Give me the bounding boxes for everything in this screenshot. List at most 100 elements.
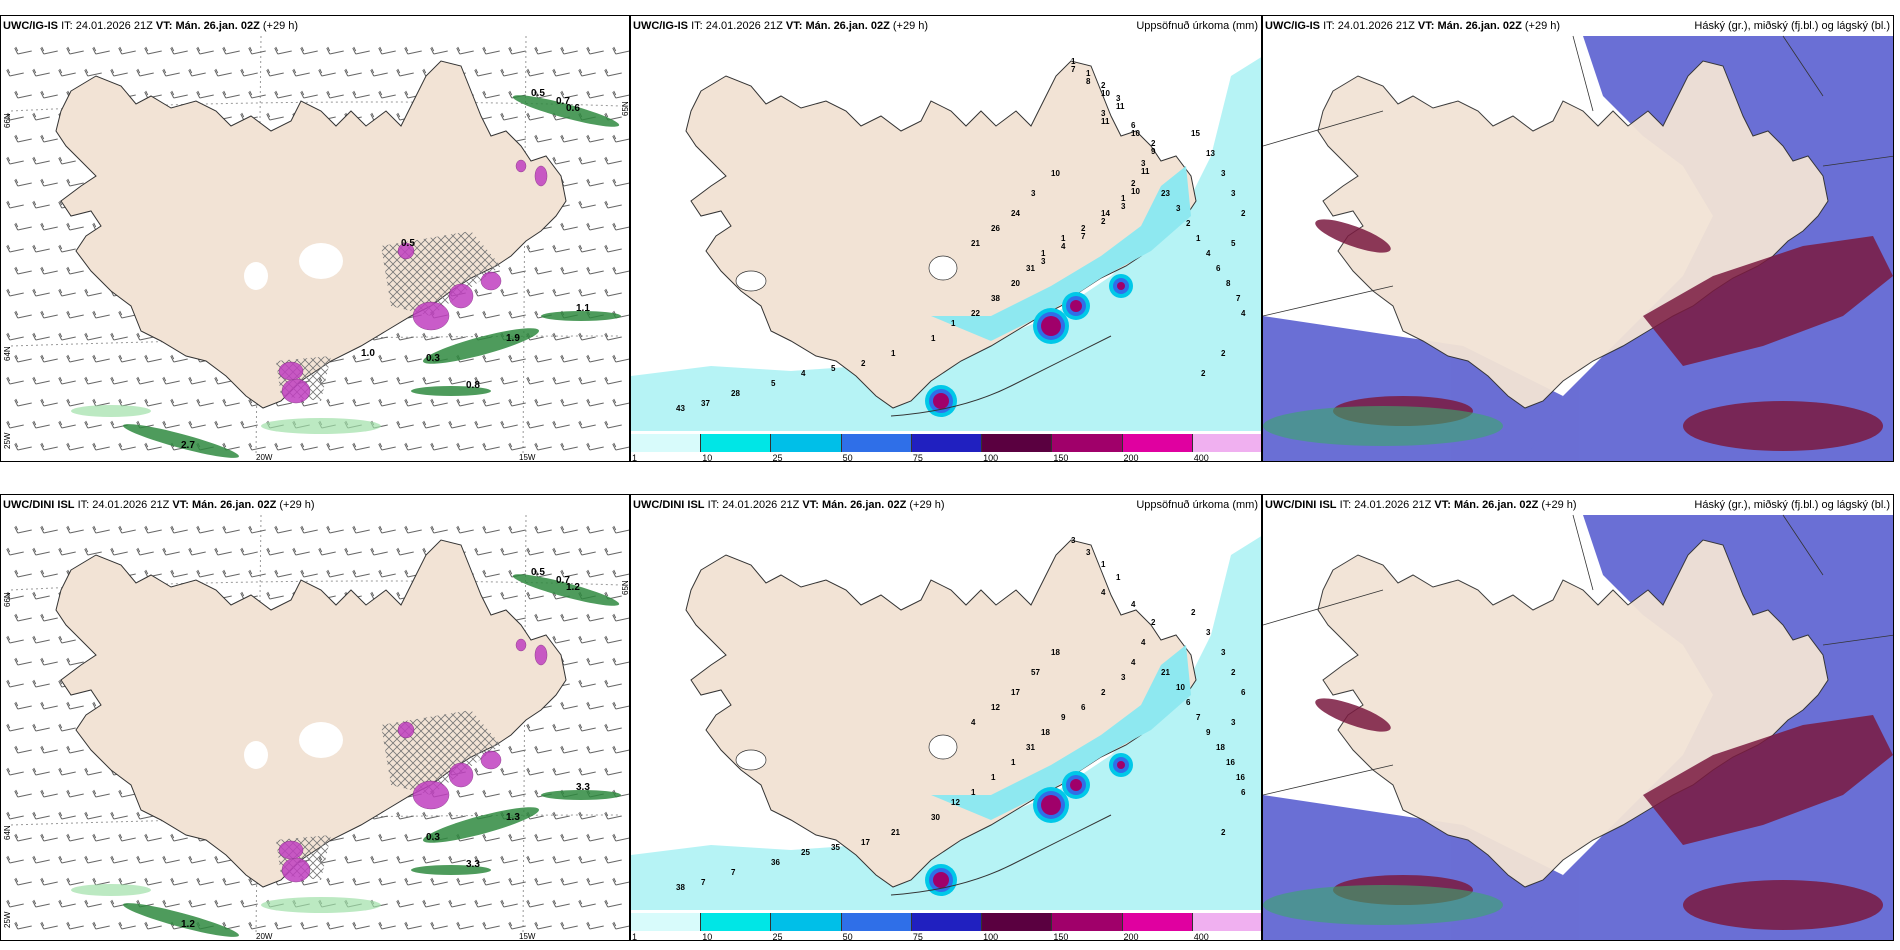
precip-value-label: 2 [1231,668,1236,677]
colorbar-swatch [841,913,912,931]
panel-top-mid: UWC/IG-IS IT: 24.01.2026 21Z VT: Mán. 26… [630,15,1262,462]
colorbar-tick-label: 1 [632,932,638,941]
precip-value-label: 1 [1196,234,1201,243]
precip-value-label: 4 [801,369,806,378]
precip-value-label: 1 [971,788,976,797]
colorbar-swatch [1192,434,1261,452]
precip-value-label: 26 [991,224,1000,233]
colorbar-tick-label: 400 [1193,932,1209,941]
panel-header: UWC/IG-IS IT: 24.01.2026 21Z VT: Mán. 26… [633,20,929,32]
colorbar-swatch [701,434,772,452]
colorbar [631,434,1261,452]
precip-value-label: 1 [1071,57,1076,66]
precip-value-label: 1 [991,773,996,782]
precip-value-label: 22 [971,309,980,318]
precip-value-label: 3 [1176,204,1181,213]
precip-value-label: 37 [701,399,710,408]
precip-value-label: 5 [1231,239,1236,248]
colorbar-swatch [1052,913,1123,931]
wind-value-label: 1.2 [566,582,580,593]
precip-value-label: 9 [1061,713,1066,722]
wind-value-label: 0.3 [426,353,440,364]
precip-value-label: 21 [1161,668,1170,677]
precip-value-label: 1 [891,349,896,358]
wind-value-label: 0.3 [426,832,440,843]
cloud-cover-map [1263,16,1893,461]
wind-value-label: 1.3 [506,812,520,823]
precip-value-label: 38 [676,883,685,892]
colorbar-swatch [631,434,702,452]
precip-value-label: 12 [951,798,960,807]
precip-value-label: 13 [1206,149,1215,158]
precip-value-label: 4 [1101,588,1106,597]
lon-label-15w: 15W [519,453,536,462]
lon-label-15w: 15W [519,932,536,941]
colorbar-tick-label: 400 [1193,453,1209,462]
panel-title: Uppsöfnuð úrkoma (mm) [1136,499,1258,511]
precip-value-label: 1 [1121,194,1126,203]
precip-value-label: 10 [1131,129,1140,138]
panel-top-left: UWC/IG-IS IT: 24.01.2026 21Z VT: Mán. 26… [0,15,630,462]
precip-value-label: 18 [1216,743,1225,752]
colorbar-swatch [631,913,702,931]
wind-value-label: 3.3 [466,859,480,870]
precip-value-label: 38 [991,294,1000,303]
precip-value-label: 16 [1226,758,1235,767]
colorbar-swatch [982,434,1053,452]
precip-value-label: 7 [1071,65,1076,74]
precip-value-label: 9 [1151,147,1156,156]
precip-value-label: 2 [861,359,866,368]
precip-value-label: 43 [676,404,685,413]
precip-value-label: 6 [1131,121,1136,130]
colorbar-swatch [1122,913,1193,931]
precip-value-label: 2 [1186,219,1191,228]
precip-value-label: 17 [1011,688,1020,697]
precip-value-label: 3 [1116,94,1121,103]
wind-value-label: 1.0 [361,348,375,359]
precip-value-label: 8 [1226,279,1231,288]
lat-label-25w: 25W [3,432,12,449]
precip-value-label: 7 [1196,713,1201,722]
precip-value-label: 3 [1221,169,1226,178]
colorbar [631,913,1261,931]
wind-precip-map: 0.50.71.23.31.33.30.31.2 [1,495,629,940]
precip-value-label: 1 [1061,234,1066,243]
precip-value-label: 3 [1086,548,1091,557]
precip-value-label: 3 [1206,628,1211,637]
precip-value-label: 18 [1041,728,1050,737]
colorbar-tick-label: 150 [1053,932,1069,941]
colorbar-tick-label: 10 [702,453,713,462]
precip-value-label: 24 [1011,209,1020,218]
colorbar-tick-label: 50 [842,932,853,941]
precip-value-label: 36 [771,858,780,867]
precip-value-label: 4 [1241,309,1246,318]
precip-value-label: 1 [1116,573,1121,582]
precip-value-label: 6 [1241,688,1246,697]
panel-header: UWC/DINI ISL IT: 24.01.2026 21Z VT: Mán.… [3,499,315,511]
panel-header: UWC/IG-IS IT: 24.01.2026 21Z VT: Mán. 26… [1265,20,1561,32]
precip-value-label: 31 [1026,264,1035,273]
colorbar-swatch [982,913,1053,931]
precip-value-label: 2 [1101,81,1106,90]
precip-value-label: 10 [1176,683,1185,692]
wind-value-label: 0.6 [566,103,580,114]
precip-value-label: 3 [1221,648,1226,657]
precip-value-label: 2 [1151,618,1156,627]
precip-value-label: 9 [1206,728,1211,737]
panel-header: UWC/IG-IS IT: 24.01.2026 21Z VT: Mán. 26… [3,20,299,32]
precip-value-label: 10 [1131,187,1140,196]
colorbar-tick-label: 50 [842,453,853,462]
colorbar-tick-label: 100 [983,453,999,462]
lon-label-20w: 20W [256,453,273,462]
wind-value-label: 3.3 [576,782,590,793]
wind-value-label: 0.7 [556,575,570,586]
precip-value-label: 1 [931,334,936,343]
precip-value-label: 4 [1061,242,1066,251]
precip-value-label: 7 [701,878,706,887]
precip-value-label: 7 [1236,294,1241,303]
precip-value-label: 3 [1071,536,1076,545]
colorbar-tick-label: 25 [772,932,783,941]
precip-value-label: 14 [1101,209,1110,218]
precip-value-label: 11 [1141,167,1150,176]
panel-header: UWC/DINI ISL IT: 24.01.2026 21Z VT: Mán.… [1265,499,1577,511]
